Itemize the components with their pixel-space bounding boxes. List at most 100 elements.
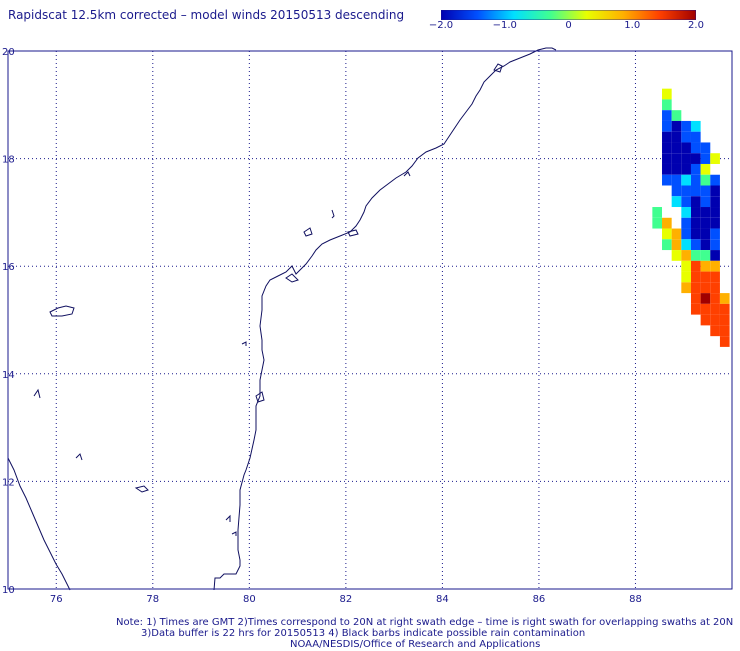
wind-cell — [681, 174, 691, 186]
wind-cell — [710, 271, 720, 283]
lat-tick-label: 14 — [2, 370, 15, 381]
wind-cell — [681, 239, 691, 251]
lon-tick-label: 84 — [436, 594, 449, 605]
wind-cell — [690, 153, 701, 164]
wind-cell — [700, 185, 711, 197]
wind-cell — [710, 185, 720, 197]
note-line-2: 3)Data buffer is 22 hrs for 20150513 4) … — [141, 628, 586, 639]
wind-cell — [671, 174, 682, 186]
wind-cell — [681, 185, 691, 197]
wind-swath — [652, 88, 730, 347]
wind-cell — [690, 120, 701, 132]
wind-cell — [690, 217, 701, 229]
lon-tick-label: 86 — [533, 594, 546, 605]
wind-cell — [700, 142, 711, 154]
wind-cell — [710, 228, 720, 240]
wind-cell — [690, 239, 701, 251]
colorbar-gradient — [441, 10, 696, 20]
wind-cell — [690, 142, 701, 154]
coastline-lake-8 — [33, 388, 41, 399]
wind-cell — [681, 131, 691, 143]
colorbar-label: −2.0 — [428, 20, 454, 31]
lon-tick-label: 76 — [50, 594, 63, 605]
wind-cell — [700, 260, 711, 272]
colorbar-label: −1.0 — [492, 20, 517, 31]
coastline-lake-10 — [255, 391, 265, 403]
coastline-lake-6 — [49, 305, 75, 317]
note-line-1: Note: 1) Times are GMT 2)Times correspon… — [116, 617, 734, 628]
coastline-lake-7 — [134, 485, 149, 493]
coastline-lake-3 — [331, 209, 335, 219]
wind-cell — [690, 207, 701, 218]
wind-cell — [700, 303, 711, 315]
lon-tick-label: 80 — [243, 594, 256, 605]
wind-cell — [662, 110, 672, 121]
wind-cell — [662, 217, 672, 229]
wind-cell — [652, 207, 663, 218]
wind-cell — [710, 207, 720, 218]
lon-tick-label: 82 — [339, 594, 352, 605]
wind-cell — [662, 142, 672, 154]
coastline-lake-4 — [303, 227, 313, 237]
wind-cell — [710, 196, 720, 208]
colorbar — [441, 10, 696, 20]
wind-cell — [681, 217, 691, 229]
wind-cell — [671, 120, 682, 132]
lat-tick-label: 18 — [2, 155, 15, 166]
wind-cell — [671, 163, 682, 175]
lat-tick-label: 10 — [2, 585, 15, 596]
wind-cell — [690, 303, 701, 315]
wind-cell — [710, 260, 720, 272]
colorbar-label: 2.0 — [688, 20, 704, 31]
wind-cell — [671, 110, 682, 121]
wind-cell — [681, 250, 691, 261]
wind-cell — [671, 185, 682, 197]
wind-cell — [690, 271, 701, 283]
wind-cell — [719, 303, 730, 315]
grid-lines — [8, 50, 732, 590]
plot-frame — [7, 50, 733, 590]
wind-cell — [681, 142, 691, 154]
wind-cell — [710, 282, 720, 294]
note-line-3: NOAA/NESDIS/Office of Research and Appli… — [290, 639, 541, 650]
map-title: Rapidscat 12.5km corrected – model winds… — [8, 8, 405, 22]
wind-cell — [662, 120, 672, 132]
coastline-lake-12 — [225, 514, 231, 522]
coastline-lake-2 — [347, 229, 359, 237]
wind-cell — [681, 228, 691, 240]
wind-cell — [710, 303, 720, 315]
wind-cell — [671, 239, 682, 251]
lat-tick-label: 12 — [2, 477, 15, 488]
coastline-lake-5 — [403, 171, 411, 177]
latitude-tick-labels: 10 12 14 16 18 20 — [2, 47, 15, 596]
colorbar-label: 0 — [565, 20, 572, 31]
wind-cell — [710, 314, 720, 326]
wind-cell — [700, 250, 711, 261]
wind-cell — [662, 239, 672, 251]
wind-cell — [690, 131, 701, 143]
wind-cell — [681, 260, 691, 272]
wind-cell — [710, 239, 720, 251]
coastline-lake-9 — [75, 453, 83, 461]
wind-cell — [662, 174, 672, 186]
wind-cell — [690, 228, 701, 240]
wind-cell — [710, 250, 720, 261]
wind-cell — [700, 196, 711, 208]
coastline-lake-1 — [285, 273, 299, 283]
wind-cell — [719, 314, 730, 326]
coastline — [7, 47, 557, 591]
wind-cell — [652, 217, 663, 229]
lat-tick-label: 16 — [2, 262, 15, 273]
wind-cell — [710, 293, 720, 304]
wind-cell — [719, 293, 730, 304]
wind-cell — [671, 228, 682, 240]
wind-cell — [700, 217, 711, 229]
wind-cell — [690, 196, 701, 208]
wind-cell — [681, 271, 691, 283]
wind-cell — [690, 185, 701, 197]
coastline-bay-island — [493, 63, 503, 73]
wind-cell — [690, 174, 701, 186]
wind-cell — [662, 99, 672, 111]
wind-cell — [690, 163, 701, 175]
wind-cell — [671, 196, 682, 208]
